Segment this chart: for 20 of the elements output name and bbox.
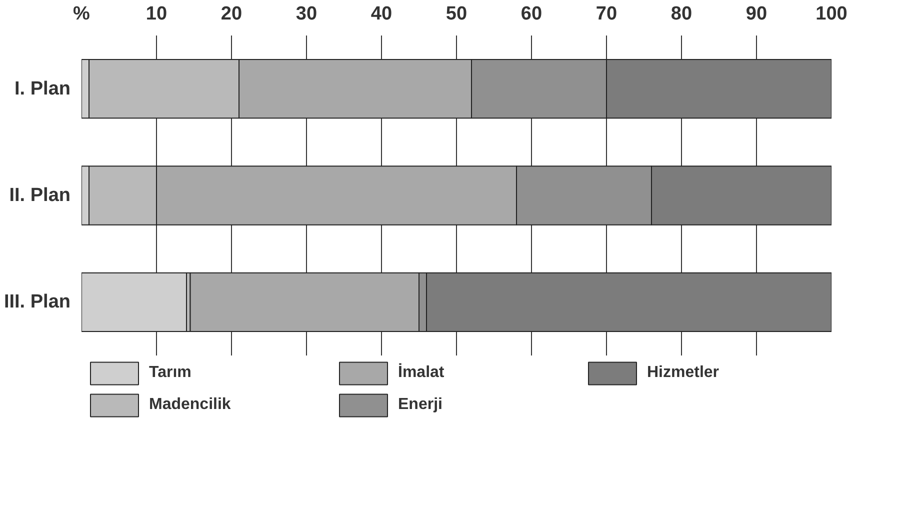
legend-label: Hizmetler: [647, 364, 720, 382]
x-tick-label: %: [73, 4, 90, 24]
y-tick-label: I. Plan: [14, 78, 71, 100]
x-tick-label: 70: [596, 4, 618, 24]
x-tick-label: 10: [146, 4, 168, 24]
legend-label: Enerji: [398, 396, 444, 414]
x-tick-label: 90: [746, 4, 768, 24]
x-tick-label: 30: [296, 4, 318, 24]
x-tick-label: 40: [370, 4, 392, 24]
legend-label: İmalat: [398, 364, 446, 382]
x-tick-label: 100: [816, 4, 848, 24]
y-tick-label: III. Plan: [4, 292, 71, 313]
x-tick-label: 20: [220, 4, 242, 24]
x-tick-label: 50: [446, 4, 468, 24]
x-tick-label: 80: [670, 4, 692, 24]
legend-label: Madencilik: [149, 396, 232, 414]
legend-label: Tarım: [149, 364, 192, 382]
bar: [82, 272, 187, 332]
y-tick-label: II. Plan: [9, 185, 71, 206]
x-tick-label: 60: [520, 4, 542, 24]
